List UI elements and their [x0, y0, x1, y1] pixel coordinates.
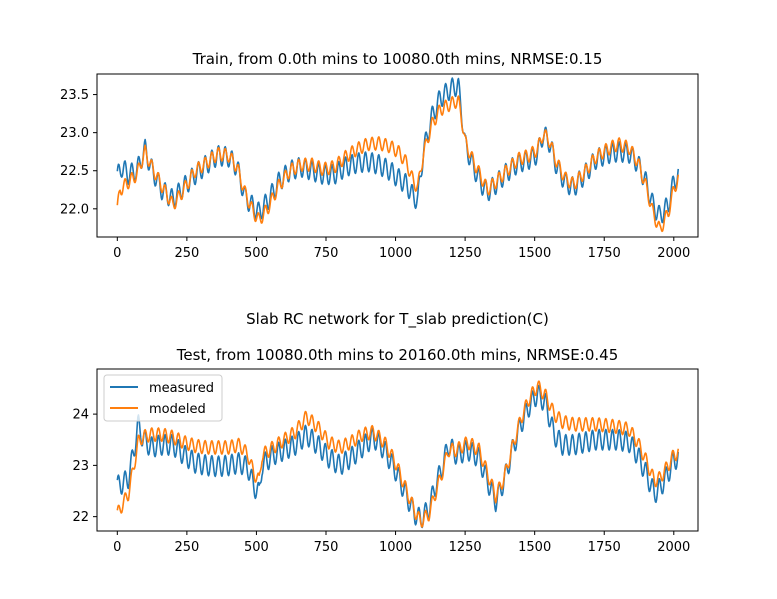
test-xtick-label: 500 — [244, 540, 269, 555]
test-modeled-line — [116, 380, 680, 528]
train-axes-frame — [96, 73, 699, 238]
train-xtick-label: 750 — [314, 246, 339, 261]
test-xtick-label: 1250 — [449, 540, 482, 555]
train-xtick-label: 1500 — [518, 246, 551, 261]
train-xtick-label: 500 — [244, 246, 269, 261]
test-y-axis: 22 23 24 — [72, 408, 97, 525]
train-ytick-label: 22.0 — [60, 202, 89, 217]
train-ytick-label: 23.0 — [60, 126, 89, 141]
test-ytick-label: 22 — [72, 510, 89, 525]
test-legend: measured modeled — [103, 374, 223, 422]
test-xtick-label: 0 — [113, 540, 121, 555]
test-ytick-label: 23 — [72, 459, 89, 474]
test-axes-frame — [96, 368, 699, 532]
train-xtick-label: 1000 — [379, 246, 412, 261]
train-x-axis: 0 250 500 750 1000 1250 1500 1750 2000 — [113, 237, 690, 261]
train-ytick-label: 22.5 — [60, 164, 89, 179]
legend-measured-label: measured — [149, 381, 214, 396]
train-xtick-label: 1750 — [588, 246, 621, 261]
test-chart-title: Test, from 10080.0th mins to 20160.0th m… — [176, 346, 619, 364]
test-xtick-label: 1750 — [588, 540, 621, 555]
train-modeled-line — [116, 95, 680, 233]
legend-modeled-label: modeled — [149, 402, 206, 417]
test-xtick-label: 2000 — [657, 540, 690, 555]
test-xtick-label: 1000 — [379, 540, 412, 555]
test-xtick-label: 750 — [314, 540, 339, 555]
train-ytick-label: 23.5 — [60, 88, 89, 103]
train-y-axis: 22.0 22.5 23.0 23.5 — [60, 88, 97, 217]
test-xtick-label: 1500 — [518, 540, 551, 555]
test-x-axis: 0 250 500 750 1000 1250 1500 1750 2000 — [113, 531, 690, 555]
test-xtick-label: 250 — [174, 540, 199, 555]
test-ytick-label: 24 — [72, 408, 89, 423]
test-measured-line — [116, 384, 680, 529]
train-plot-area — [116, 77, 680, 233]
train-xtick-label: 0 — [113, 246, 121, 261]
figure-suptitle: Slab RC network for T_slab prediction(C) — [246, 310, 549, 329]
test-plot-area — [116, 380, 680, 529]
train-chart-title: Train, from 0.0th mins to 10080.0th mins… — [192, 50, 603, 68]
train-xtick-label: 250 — [174, 246, 199, 261]
train-xtick-label: 2000 — [657, 246, 690, 261]
train-xtick-label: 1250 — [449, 246, 482, 261]
